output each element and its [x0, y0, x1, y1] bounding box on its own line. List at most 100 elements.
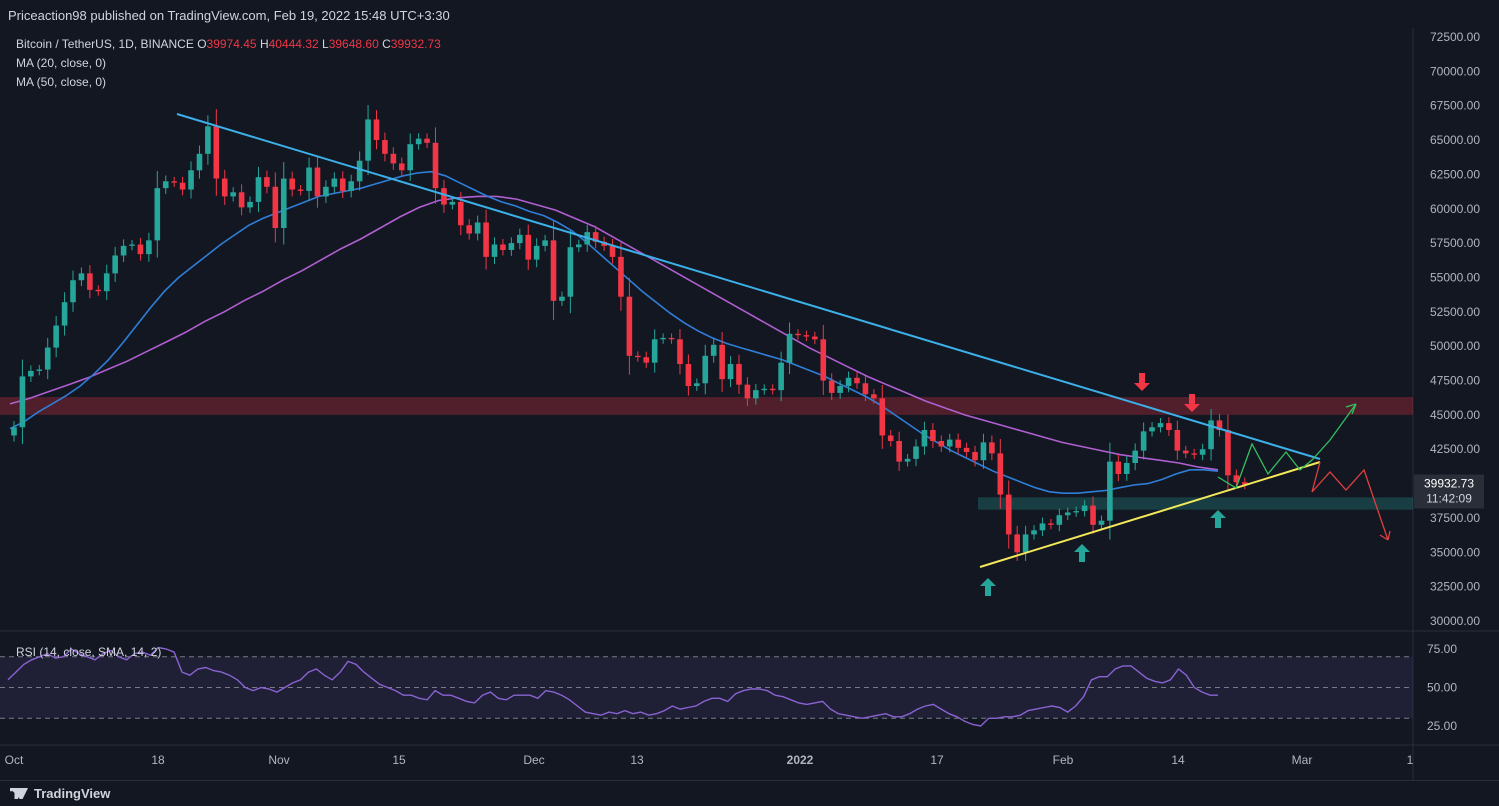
candle-body	[323, 186, 329, 197]
candle	[415, 133, 422, 150]
time-tick-label: Oct	[5, 753, 24, 767]
candle	[508, 237, 515, 256]
candle-body	[963, 447, 970, 452]
bearish-arrow-head	[1379, 530, 1391, 541]
candle	[213, 109, 220, 196]
candle	[1174, 420, 1181, 460]
candle-body	[862, 383, 869, 395]
candle-body	[542, 240, 548, 246]
candle-body	[1174, 429, 1181, 451]
candle	[272, 172, 279, 243]
candle-body	[812, 336, 818, 340]
candle	[365, 105, 371, 176]
candle	[491, 237, 498, 265]
candle	[1064, 507, 1071, 521]
time-tick-label: Dec	[523, 753, 544, 767]
tradingview-logo[interactable]: TradingView	[10, 786, 110, 801]
close-value: 39932.73	[390, 37, 441, 51]
candle-body	[525, 234, 532, 260]
candle-body	[1073, 511, 1079, 513]
brand-text: TradingView	[34, 786, 111, 801]
candle-body	[550, 240, 557, 301]
candle	[255, 166, 262, 213]
price-tick-label: 50000.00	[1430, 339, 1480, 353]
price-chart[interactable]: 72500.00 70000.00 67500.00 65000.00 62500.00…	[0, 28, 1499, 780]
candle-body	[407, 144, 414, 171]
time-tick-label: 13	[630, 753, 644, 767]
low-label: L	[322, 37, 329, 51]
candle	[238, 184, 245, 216]
candle	[1039, 517, 1046, 537]
candle-body	[904, 458, 911, 462]
candle-body	[390, 153, 397, 164]
candle	[36, 365, 43, 376]
candle-body	[1014, 534, 1020, 553]
candle-body	[618, 256, 624, 297]
candle-body	[28, 370, 34, 377]
candle-body	[162, 181, 169, 189]
candle	[795, 329, 801, 340]
candle-body	[533, 245, 540, 260]
candle-body	[786, 333, 793, 363]
green-arrow-icon	[980, 578, 996, 596]
candle	[828, 373, 835, 401]
candle	[11, 421, 17, 442]
candle-body	[913, 446, 919, 459]
price-tick-label: 67500.00	[1430, 99, 1480, 113]
candle-body	[744, 384, 751, 399]
candle-body	[53, 325, 59, 348]
candle	[820, 324, 827, 395]
candle-body	[373, 119, 380, 141]
candle-body	[980, 442, 987, 461]
candle-body	[1115, 461, 1122, 474]
candle	[188, 161, 194, 199]
candle-body	[1166, 423, 1172, 430]
candle-body	[365, 119, 371, 161]
candle-body	[1140, 431, 1147, 451]
current-price-box	[1414, 474, 1484, 509]
candle-body	[289, 178, 295, 190]
candle	[635, 351, 641, 362]
candle-body	[280, 178, 287, 229]
candle	[441, 179, 447, 213]
bullish-arrow-head	[1345, 403, 1357, 415]
candle-body	[103, 273, 110, 292]
candle	[1191, 448, 1197, 460]
candle	[280, 162, 287, 245]
candle	[449, 197, 456, 210]
ma20-legend: MA (20, close, 0)	[16, 56, 107, 70]
candle-body	[424, 138, 430, 143]
candle	[525, 224, 532, 270]
candle	[466, 219, 473, 240]
close-label: C	[382, 37, 391, 51]
candle	[778, 351, 784, 402]
candle-body	[356, 160, 363, 182]
candle	[1081, 500, 1088, 517]
candle-body	[1005, 494, 1012, 535]
candle-body	[238, 192, 245, 208]
candle	[592, 225, 599, 249]
candle-body	[466, 225, 473, 234]
candle	[1225, 414, 1231, 491]
candle	[567, 230, 574, 314]
candle-body	[483, 222, 489, 257]
price-tick-label: 65000.00	[1430, 133, 1480, 147]
candle	[61, 292, 68, 336]
candle	[887, 429, 894, 447]
candle-body	[95, 289, 102, 292]
candle	[550, 221, 557, 321]
candle	[618, 242, 624, 311]
countdown-label: 11:42:09	[1426, 492, 1472, 506]
candle-body	[1090, 505, 1096, 525]
candle	[356, 151, 363, 191]
low-value: 39648.60	[328, 37, 379, 51]
candle-body	[1048, 523, 1054, 525]
candle	[1090, 496, 1096, 534]
candle-body	[1216, 420, 1223, 430]
candle	[517, 228, 523, 250]
candle-body	[1098, 520, 1105, 525]
candle	[837, 380, 843, 399]
candle	[53, 315, 59, 358]
price-tick-label: 32500.00	[1430, 580, 1480, 594]
high-label: H	[259, 37, 269, 51]
